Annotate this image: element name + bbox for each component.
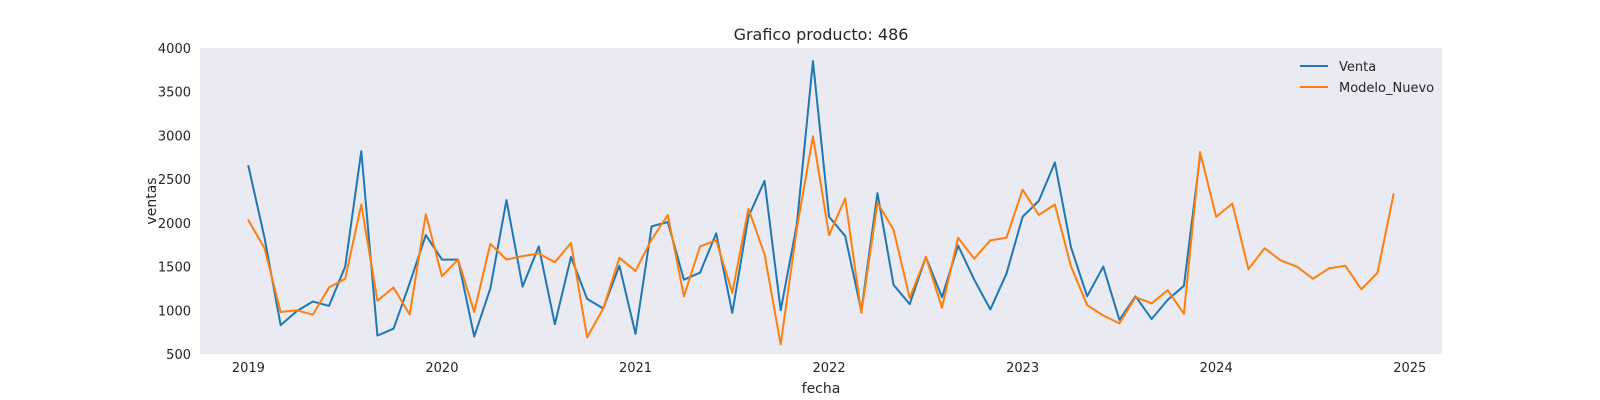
y-tick-label: 3000	[158, 129, 191, 144]
y-tick-label: 1000	[158, 304, 191, 319]
y-axis: 500 1000 1500 2000 2500 3000 3500 4000	[158, 42, 191, 363]
series-lines	[247, 60, 1395, 346]
plot-background	[200, 48, 1442, 354]
y-tick-label: 2500	[158, 173, 191, 188]
series-line-modelo-nuevo	[247, 135, 1395, 346]
x-tick-label: 2022	[813, 361, 846, 376]
y-tick-label: 3500	[158, 86, 191, 101]
y-tick-label: 2000	[158, 217, 191, 232]
x-axis: 2019 2020 2021 2022 2023 2024 2025	[232, 361, 1426, 376]
y-tick-label: 1500	[158, 261, 191, 276]
legend-label: Modelo_Nuevo	[1339, 81, 1434, 96]
y-tick-label: 4000	[158, 42, 191, 57]
x-tick-label: 2024	[1200, 361, 1233, 376]
x-tick-label: 2023	[1006, 361, 1039, 376]
x-tick-label: 2025	[1393, 361, 1426, 376]
y-tick-label: 500	[166, 348, 191, 363]
legend: Venta Modelo_Nuevo	[1300, 60, 1434, 96]
x-axis-label: fecha	[802, 381, 841, 397]
series-line-venta	[247, 60, 1202, 338]
x-tick-label: 2021	[619, 361, 652, 376]
legend-label: Venta	[1339, 60, 1376, 75]
x-tick-label: 2020	[425, 361, 458, 376]
x-tick-label: 2019	[232, 361, 265, 376]
y-axis-label: ventas	[144, 177, 160, 224]
chart-title: Grafico producto: 486	[734, 25, 909, 44]
